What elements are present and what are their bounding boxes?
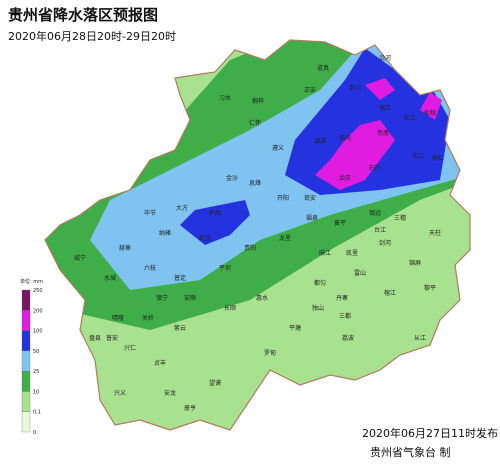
place-label: 江口 — [412, 153, 424, 160]
place-label: 锦屏 — [409, 259, 421, 267]
place-label: 都匀 — [314, 279, 326, 287]
issue-date: 2020年06月27日11时发布 — [362, 426, 498, 440]
place-label: 务川 — [349, 84, 361, 92]
place-label: 息烽 — [249, 179, 261, 187]
place-label: 福泉 — [306, 214, 318, 222]
place-label: 平坝 — [219, 264, 231, 272]
place-label: 三穗 — [394, 214, 406, 222]
place-label: 余庆 — [339, 174, 351, 182]
legend-unit: 单位: mm — [20, 278, 43, 285]
place-label: 雷山 — [354, 269, 366, 277]
place-label: 榕江 — [384, 289, 396, 297]
place-label: 紫云 — [174, 324, 186, 332]
place-label: 镇宁 — [156, 294, 168, 302]
place-label: 晴隆 — [112, 314, 124, 322]
legend-label: 250 — [33, 288, 43, 294]
place-label: 关岭 — [142, 314, 154, 322]
issuer: 贵州省气象台 制 — [370, 445, 451, 459]
place-label: 黔西 — [209, 209, 221, 217]
place-label: 瓮安 — [304, 194, 316, 202]
place-label: 习水 — [219, 94, 231, 102]
legend-swatch — [21, 330, 31, 352]
place-label: 织金 — [199, 234, 211, 242]
legend-swatch — [21, 289, 31, 311]
place-label: 大方 — [176, 204, 188, 212]
place-label: 平塘 — [289, 324, 301, 332]
legend-label: 0.1 — [33, 410, 41, 416]
place-label: 开阳 — [277, 194, 289, 202]
place-label: 麻江 — [319, 249, 331, 257]
place-label: 剑河 — [379, 239, 391, 247]
place-label: 兴仁 — [124, 344, 136, 352]
place-label: 独山 — [312, 304, 324, 312]
legend-swatch — [21, 310, 31, 331]
place-label: 台江 — [374, 226, 386, 234]
place-label: 金沙 — [226, 174, 238, 182]
legend-label: 100 — [33, 329, 43, 335]
place-label: 黄平 — [334, 219, 346, 227]
place-label: 毕节 — [144, 209, 156, 217]
place-label: 镇远 — [369, 209, 381, 217]
place-label: 道真 — [317, 64, 329, 72]
legend-swatch — [21, 370, 31, 392]
legend-label: 25 — [33, 369, 39, 375]
place-label: 普定 — [174, 274, 186, 282]
place-label: 册亨 — [184, 404, 196, 412]
place-label: 天柱 — [429, 229, 441, 237]
legend-swatch — [21, 411, 31, 433]
place-label: 凤冈 — [339, 135, 351, 142]
place-label: 正安 — [304, 86, 316, 94]
place-label: 丹寨 — [336, 294, 348, 302]
map-subtitle: 2020年06月28日20时-29日20时 — [8, 29, 176, 43]
place-label: 贵阳 — [244, 244, 256, 252]
place-label: 望谟 — [209, 379, 221, 387]
place-label: 龙里 — [279, 234, 291, 242]
place-label: 盘县 — [89, 334, 101, 342]
place-label: 安龙 — [164, 389, 176, 397]
legend-label: 10 — [33, 389, 39, 395]
place-label: 凯里 — [346, 249, 358, 257]
zone-rainstorm — [285, 48, 450, 195]
place-label: 桐梓 — [252, 97, 264, 105]
place-label: 印江 — [404, 115, 416, 122]
place-label: 赫章 — [119, 244, 131, 252]
place-label: 普安 — [106, 334, 118, 342]
map-title: 贵州省降水落区预报图 — [8, 6, 158, 24]
zone-heavy-rainstorm-2 — [365, 78, 442, 120]
legend-label: 0 — [33, 430, 36, 436]
place-label: 三都 — [339, 312, 351, 320]
zone-rainstorm-2 — [180, 200, 250, 245]
place-label: 铜仁 — [432, 154, 444, 162]
place-label: 安顺 — [184, 294, 196, 302]
legend-swatch — [21, 350, 31, 372]
place-label: 水城 — [104, 274, 116, 282]
place-label: 兴义 — [114, 389, 126, 397]
place-label: 贞丰 — [154, 359, 166, 367]
place-label: 惠水 — [256, 294, 268, 302]
place-label: 遵义 — [272, 144, 284, 152]
place-label: 黎平 — [424, 284, 436, 292]
place-label: 思南 — [377, 129, 389, 137]
place-label: 沿河 — [379, 54, 391, 62]
place-label: 长顺 — [224, 304, 236, 312]
place-label: 纳雍 — [159, 229, 171, 237]
legend-label: 200 — [33, 308, 43, 314]
legend: 0 0.1 10 25 50 100 200 250 — [21, 288, 43, 436]
legend-swatch — [21, 391, 31, 412]
place-label: 仁怀 — [249, 119, 261, 127]
place-label: 石阡 — [369, 164, 381, 172]
place-label: 威宁 — [74, 254, 86, 262]
place-label: 德江 — [379, 104, 391, 112]
place-label: 松桃 — [424, 109, 436, 117]
place-label: 六枝 — [144, 264, 156, 272]
legend-label: 50 — [33, 349, 39, 355]
place-label: 湄潭 — [314, 137, 326, 145]
place-label: 从江 — [414, 335, 426, 342]
place-label: 荔波 — [342, 334, 354, 342]
zone-heavy-rainstorm — [315, 120, 395, 190]
place-label: 罗甸 — [264, 349, 276, 357]
